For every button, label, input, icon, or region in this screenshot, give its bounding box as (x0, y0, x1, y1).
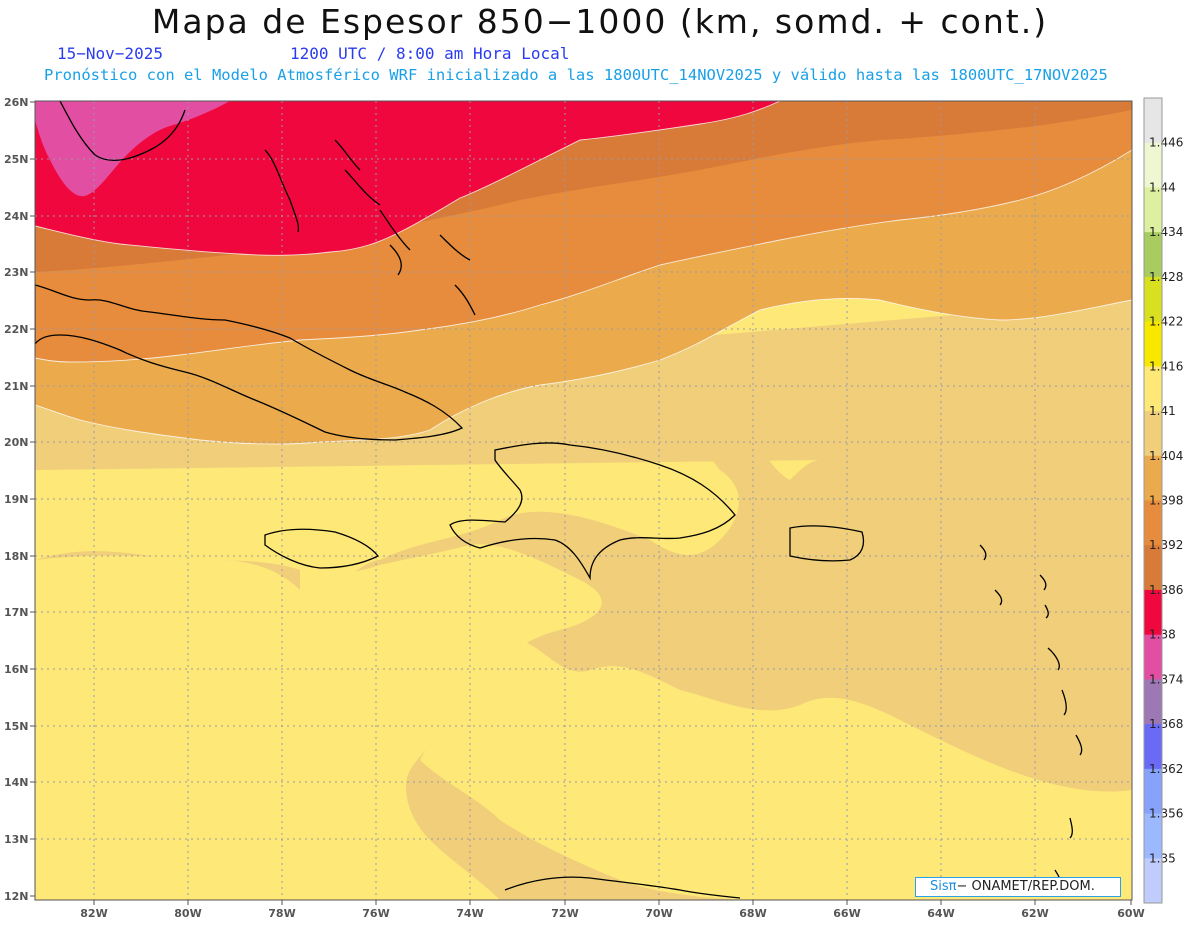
colorbar-swatch (1144, 589, 1162, 636)
colorbar-label: 1.398 (1149, 494, 1183, 508)
zone-1410-east-pocket (910, 790, 1132, 900)
credit-org: − ONAMET/REP.DOM. (956, 879, 1095, 894)
colorbar-swatch (1144, 142, 1162, 188)
lat-label: 26N (4, 96, 29, 109)
lat-label: 23N (4, 266, 29, 279)
colorbar-swatch (1144, 679, 1162, 725)
contour-lines (35, 101, 1132, 445)
colorbar-label: 1.374 (1149, 672, 1183, 686)
lon-label: 72W (551, 907, 578, 920)
colorbar-label: 1.404 (1149, 449, 1183, 463)
lat-label: 19N (4, 493, 29, 506)
colorbar-label: 1.368 (1149, 717, 1183, 731)
colorbar: 1.4461.441.4341.4281.4221.4161.411.4041.… (1143, 97, 1183, 904)
coastlines (35, 101, 1083, 899)
lat-label: 25N (4, 153, 29, 166)
lon-label: 64W (927, 907, 954, 920)
colorbar-swatch (1144, 500, 1162, 546)
lat-label: 15N (4, 720, 29, 733)
lat-label: 22N (4, 323, 29, 336)
lat-label: 24N (4, 210, 29, 223)
map-title: Mapa de Espesor 850−1000 (km, somd. + co… (151, 2, 1049, 41)
credit-badge: Sisπ− ONAMET/REP.DOM. (915, 877, 1121, 897)
lat-label: 13N (4, 833, 29, 846)
lat-label: 17N (4, 606, 29, 619)
colorbar-swatch (1144, 455, 1162, 501)
colorbar-swatch (1144, 813, 1162, 859)
lat-label: 21N (4, 380, 29, 393)
lat-label: 20N (4, 436, 29, 449)
longitude-axis: 82W 80W 78W 76W 74W 72W 70W 68W 66W 64W … (80, 900, 1145, 920)
colorbar-label: 1.416 (1149, 359, 1183, 373)
zone-1392 (35, 101, 1132, 362)
lon-label: 66W (833, 907, 860, 920)
colorbar-label: 1.446 (1149, 136, 1183, 150)
forecast-date: 15−Nov−2025 (57, 44, 163, 63)
colorbar-label: 1.434 (1149, 225, 1183, 239)
zone-1380 (35, 101, 780, 256)
lat-label: 12N (4, 890, 29, 903)
puerto-rico-coast (789, 525, 865, 562)
colorbar-swatch (1144, 545, 1162, 591)
florida-coast (59, 101, 186, 162)
lat-label: 14N (4, 776, 29, 789)
valid-time: 1200 UTC / 8:00 am Hora Local (290, 44, 570, 63)
colorbar-swatch (1144, 411, 1162, 457)
hispaniola-coast (449, 442, 736, 581)
grid-lines (35, 101, 1132, 900)
colorbar-swatch (1144, 724, 1162, 770)
lon-label: 62W (1021, 907, 1048, 920)
lon-label: 78W (268, 907, 295, 920)
colorbar-label: 1.428 (1149, 270, 1183, 284)
lon-label: 68W (739, 907, 766, 920)
colorbar-swatch (1144, 634, 1162, 680)
colorbar-swatch (1144, 276, 1162, 323)
lon-label: 60W (1117, 907, 1144, 920)
lon-label: 80W (174, 907, 201, 920)
credit-logo: Sisπ (930, 879, 957, 894)
colorbar-label: 1.422 (1149, 315, 1183, 329)
colorbar-swatch (1144, 366, 1162, 412)
lon-label: 70W (645, 907, 672, 920)
south-america-coast (504, 876, 741, 899)
jamaica-coast (264, 528, 380, 569)
lon-label: 74W (456, 907, 483, 920)
zone-1410-south-pocket (35, 544, 602, 900)
cuba-coast (35, 284, 464, 441)
colorbar-swatch (1144, 232, 1162, 278)
colorbar-swatch (1144, 187, 1162, 233)
colorbar-label: 1.356 (1149, 807, 1183, 821)
latitude-axis: 26N 25N 24N 23N 22N 21N 20N 19N 18N 17N … (4, 96, 35, 903)
forecast-info: Pronóstico con el Modelo Atmosférico WRF… (44, 66, 1108, 84)
colorbar-swatch (1144, 858, 1162, 904)
colorbar-swatch (1144, 98, 1162, 144)
colorbar-frame (1143, 97, 1163, 904)
colorbar-swatch (1144, 321, 1162, 367)
lon-label: 82W (80, 907, 107, 920)
colorbar-swatch (1144, 768, 1162, 815)
lat-label: 16N (4, 663, 29, 676)
lat-label: 18N (4, 550, 29, 563)
colorbar-label: 1.362 (1149, 762, 1183, 776)
map-frame (34, 100, 1133, 901)
colorbar-label: 1.386 (1149, 583, 1183, 597)
zone-1374 (35, 101, 230, 197)
colorbar-label: 1.392 (1149, 538, 1183, 552)
lon-label: 76W (362, 907, 389, 920)
bahamas-islands (264, 139, 476, 316)
